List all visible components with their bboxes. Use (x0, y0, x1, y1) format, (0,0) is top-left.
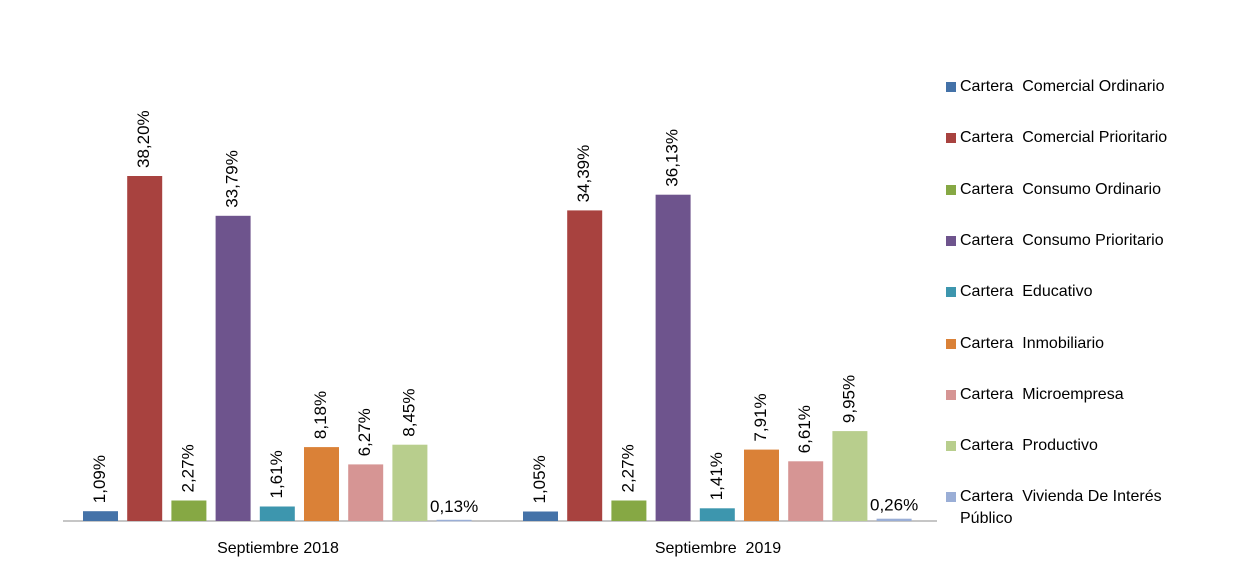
legend-swatch (946, 441, 956, 452)
category-label: Septiembre 2019 (655, 540, 781, 557)
data-label: 0,26% (870, 496, 918, 515)
legend-item: Cartera Vivienda De Interés Público (946, 486, 1230, 530)
legend-label: Cartera Consumo Prioritario (960, 231, 1164, 249)
legend-label: Cartera Comercial Ordinario (960, 78, 1165, 95)
legend-swatch (946, 389, 956, 400)
legend-swatch (946, 133, 956, 144)
data-label: 2,27% (178, 444, 197, 492)
legend-item: Cartera Consumo Prioritario (946, 230, 1230, 252)
bar (392, 444, 428, 521)
legend-swatch (946, 235, 956, 246)
bar (127, 176, 163, 521)
data-label: 1,05% (530, 455, 549, 503)
bar (876, 518, 912, 521)
data-label: 38,20% (134, 110, 153, 168)
bar (567, 210, 603, 521)
legend-label: Cartera Microempresa (960, 385, 1124, 403)
legend-swatch (946, 184, 956, 195)
legend-item: Cartera Consumo Ordinario (946, 179, 1230, 201)
bar (611, 500, 647, 521)
data-label: 9,95% (839, 375, 858, 423)
legend-label: Cartera Educativo (960, 283, 1093, 301)
bar (655, 194, 691, 521)
data-label: 7,91% (751, 393, 770, 441)
legend-swatch (946, 338, 956, 349)
legend-item: Cartera Productivo (946, 435, 1230, 457)
data-label: 8,18% (311, 391, 330, 439)
legend-item: Cartera Comercial Prioritario (946, 127, 1230, 149)
legend-item: Cartera Comercial Ordinario (946, 76, 1230, 98)
data-label: 0,13% (430, 497, 478, 516)
bar (523, 511, 558, 521)
data-label: 6,27% (355, 408, 374, 456)
bar (348, 464, 384, 521)
bar (436, 519, 472, 522)
category-label: Septiembre 2018 (217, 540, 339, 557)
data-label: 1,41% (707, 452, 726, 500)
bar (171, 500, 207, 521)
legend-item: Cartera Microempresa (946, 384, 1230, 406)
bar (832, 431, 868, 521)
data-label: 36,13% (663, 129, 682, 187)
legend-swatch (946, 492, 956, 503)
data-label: 33,79% (223, 150, 242, 208)
legend-swatch (946, 287, 956, 298)
data-label: 6,61% (795, 405, 814, 453)
bar (83, 511, 118, 521)
legend-label: Cartera Inmobiliario (960, 334, 1105, 352)
legend-swatch (946, 82, 956, 92)
legend-item: Cartera Educativo (946, 281, 1230, 303)
legend-label: Cartera Productivo (960, 437, 1098, 455)
data-label: 1,61% (267, 450, 286, 498)
data-label: 8,45% (399, 388, 418, 436)
legend-item: Cartera Inmobiliario (946, 333, 1230, 355)
bar-chart: 1,09% 38,20% 2,27% 33,79% 1,61% 8,18% 6,27% 8,4… (63, 110, 937, 557)
bar (744, 449, 779, 521)
bar (788, 461, 824, 521)
data-label: 2,27% (618, 444, 637, 492)
bar (259, 506, 295, 521)
data-label: 1,09% (90, 455, 109, 503)
bar (304, 447, 339, 521)
data-label: 34,39% (574, 145, 593, 203)
legend-label: Cartera Comercial Prioritario (960, 129, 1168, 147)
bar (699, 508, 735, 521)
bar (215, 215, 251, 522)
legend-label: Cartera Consumo Ordinario (960, 180, 1161, 198)
legend-label: Cartera Vivienda De Interés Público (960, 488, 1162, 528)
